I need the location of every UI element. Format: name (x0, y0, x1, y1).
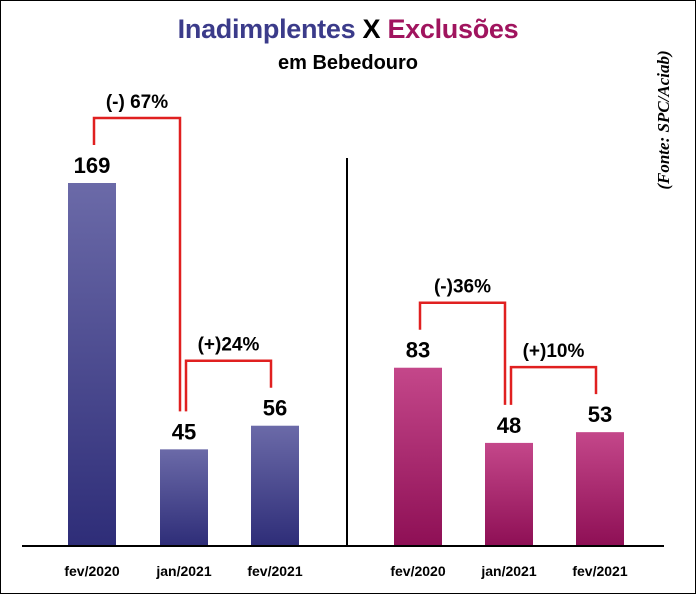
change-label-inadimplentes-0: (-) 67% (106, 92, 168, 113)
change-bracket-exclusoes-0 (418, 301, 507, 405)
chart-title: Inadimplentes X Exclusões (0, 14, 696, 45)
tick-label-inadimplentes-1: jan/2021 (155, 563, 211, 579)
tick-label-exclusoes-1: jan/2021 (480, 563, 536, 579)
value-label-inadimplentes-1: 45 (172, 419, 196, 444)
change-bracket-inadimplentes-0 (92, 116, 182, 412)
change-bracket-exclusoes-1 (509, 365, 598, 405)
bar-inadimplentes-0 (68, 183, 116, 546)
bar-inadimplentes-2 (251, 425, 299, 546)
tick-label-inadimplentes-2: fev/2021 (247, 563, 302, 579)
tick-label-exclusoes-2: fev/2021 (572, 563, 627, 579)
title-part-exclusoes: Exclusões (387, 14, 519, 44)
value-label-exclusoes-0: 83 (406, 338, 430, 363)
title-part-inadimplentes: Inadimplentes (177, 14, 356, 44)
tick-label-exclusoes-0: fev/2020 (390, 563, 445, 579)
value-label-inadimplentes-2: 56 (263, 396, 287, 421)
change-label-exclusoes-0: (-)36% (434, 277, 491, 298)
change-label-inadimplentes-1: (+)24% (198, 335, 260, 356)
title-separator: X (355, 14, 388, 44)
change-label-exclusoes-1: (+)10% (523, 341, 585, 362)
bar-inadimplentes-1 (160, 449, 208, 546)
bar-exclusoes-1 (485, 442, 533, 546)
tick-label-inadimplentes-0: fev/2020 (64, 563, 119, 579)
bar-exclusoes-2 (576, 432, 624, 546)
value-label-exclusoes-2: 53 (588, 402, 612, 427)
value-label-inadimplentes-0: 169 (74, 153, 111, 178)
chart-subtitle: em Bebedouro (277, 52, 419, 74)
value-label-exclusoes-1: 48 (497, 413, 521, 438)
bar-exclusoes-0 (394, 367, 442, 546)
change-bracket-inadimplentes-1 (184, 359, 273, 412)
